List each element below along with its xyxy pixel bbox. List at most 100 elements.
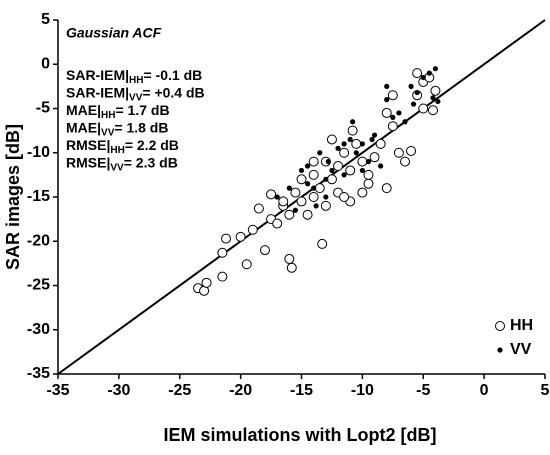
annotation-text: RMSE|	[66, 137, 110, 153]
point	[308, 192, 319, 202]
point	[390, 114, 396, 120]
legend-marker	[495, 321, 505, 331]
point	[384, 97, 390, 103]
point	[325, 159, 331, 165]
point	[381, 183, 392, 194]
point	[363, 169, 374, 180]
point	[272, 218, 283, 229]
point	[408, 83, 414, 89]
annotation: MAE|VV= 1.8 dB	[66, 119, 168, 138]
point	[399, 156, 410, 167]
annotation: RMSE|HH= 2.2 dB	[66, 137, 179, 156]
point	[347, 136, 353, 143]
point	[359, 141, 365, 147]
point	[396, 110, 402, 116]
point	[365, 159, 372, 165]
chart-title: Gaussian ACF	[66, 25, 162, 41]
point	[323, 176, 329, 182]
point	[335, 145, 341, 151]
point	[323, 194, 329, 200]
annotation-text: MAE|	[66, 119, 101, 135]
annotation-text: SAR-IEM|	[66, 67, 129, 83]
point	[341, 141, 347, 147]
point	[410, 101, 417, 107]
point	[353, 150, 359, 156]
annotation-rest: = -0.1 dB	[143, 67, 202, 83]
annotation: SAR-IEM|VV= +0.4 dB	[66, 84, 205, 103]
point	[313, 203, 319, 209]
point	[241, 259, 252, 270]
annotation-sub: VV	[101, 127, 115, 138]
point	[304, 181, 311, 187]
point	[308, 169, 319, 180]
point	[363, 178, 374, 189]
point	[339, 147, 350, 158]
y-tick-label: -5	[36, 100, 50, 117]
y-tick-label: 5	[41, 11, 50, 28]
annotation-text: RMSE|	[66, 154, 110, 170]
point	[381, 107, 392, 118]
y-tick-label: -35	[27, 365, 50, 382]
annotation-sub: HH	[129, 75, 143, 86]
point	[384, 83, 390, 89]
annotation-rest: = +0.4 dB	[142, 84, 204, 100]
point	[341, 172, 347, 178]
y-axis-label: SAR images [dB]	[3, 124, 23, 270]
x-tick-label: -15	[290, 382, 313, 399]
annotation-rest: = 2.3 dB	[124, 154, 178, 170]
y-tick-label: -10	[27, 144, 50, 161]
point	[350, 119, 356, 125]
point	[304, 163, 311, 169]
point	[286, 185, 292, 191]
point	[329, 167, 335, 174]
annotation-text: SAR-IEM|	[66, 84, 129, 100]
point	[298, 167, 305, 174]
y-tick-label: -15	[27, 188, 50, 205]
annotation: SAR-IEM|HH= -0.1 dB	[66, 67, 202, 86]
point	[432, 66, 439, 72]
point	[412, 68, 423, 79]
point	[387, 121, 398, 132]
legend-label: HH	[510, 317, 533, 334]
annotation-rest: = 1.7 dB	[115, 102, 169, 118]
x-tick-label: -25	[168, 382, 191, 399]
point	[375, 138, 386, 149]
x-tick-label: -10	[351, 382, 374, 399]
point	[217, 271, 228, 282]
x-tick-label: 5	[541, 382, 550, 399]
point	[235, 231, 246, 242]
y-tick-label: -20	[27, 232, 50, 249]
point	[427, 105, 438, 116]
point	[259, 245, 270, 256]
point	[317, 150, 323, 156]
annotation: MAE|HH= 1.7 dB	[66, 102, 170, 121]
point	[302, 209, 313, 220]
point	[317, 238, 328, 249]
point	[378, 163, 384, 169]
annotation-sub: VV	[110, 162, 124, 173]
point	[326, 174, 337, 185]
y-tick-label: 0	[41, 55, 50, 72]
y-tick-label: -30	[27, 321, 50, 338]
point	[359, 167, 365, 174]
point	[418, 103, 429, 114]
point	[274, 194, 280, 200]
annotation-sub: HH	[110, 145, 124, 156]
point	[387, 90, 398, 101]
point	[217, 247, 228, 258]
point	[351, 138, 362, 149]
point	[308, 156, 319, 167]
point	[286, 262, 297, 273]
annotation: RMSE|VV= 2.3 dB	[66, 154, 178, 173]
point	[221, 233, 232, 244]
point	[314, 183, 325, 194]
point	[357, 187, 368, 198]
point	[292, 207, 299, 213]
point	[426, 70, 432, 76]
point	[369, 152, 380, 163]
point	[393, 147, 404, 158]
point	[430, 95, 436, 101]
point	[345, 165, 356, 176]
point	[420, 74, 426, 81]
